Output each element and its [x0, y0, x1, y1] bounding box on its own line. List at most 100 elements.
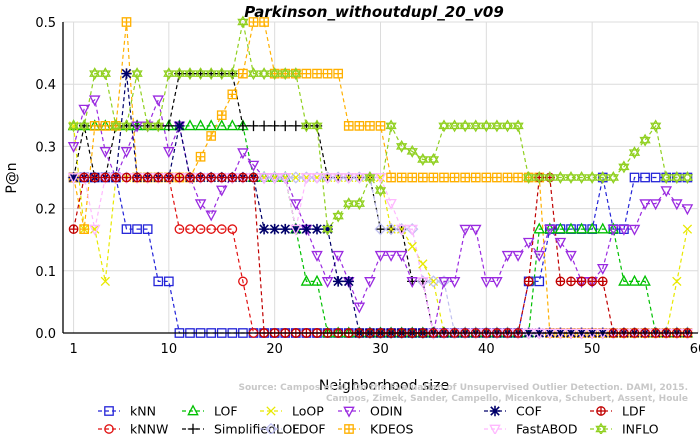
data-point-marker	[153, 172, 164, 183]
y-tick-label: 0.0	[35, 327, 56, 342]
data-point-marker	[216, 70, 228, 81]
data-point-marker	[79, 172, 90, 183]
data-point-marker	[322, 223, 333, 235]
data-point-marker	[194, 67, 207, 77]
data-point-marker	[448, 122, 461, 133]
data-point-marker	[417, 277, 429, 288]
legend-label: LDF	[622, 404, 646, 419]
y-tick-label: 0.4	[35, 78, 56, 93]
data-point-marker	[534, 276, 545, 287]
data-point-marker	[533, 328, 546, 340]
data-point-marker	[628, 149, 641, 160]
data-point-marker	[681, 204, 694, 216]
data-point-marker	[375, 121, 386, 131]
data-point-marker	[554, 174, 567, 184]
y-tick-label: 0.1	[35, 265, 56, 280]
data-point-marker	[566, 276, 576, 287]
data-point-marker	[195, 172, 206, 183]
data-point-marker	[226, 67, 238, 77]
legend-label: INFLO	[622, 422, 659, 434]
data-point-marker	[342, 173, 355, 185]
data-point-marker	[332, 173, 344, 185]
data-point-marker	[597, 174, 609, 184]
data-point-marker	[163, 120, 175, 132]
data-point-marker	[88, 95, 101, 107]
data-point-marker	[375, 223, 386, 235]
data-point-marker	[216, 224, 227, 234]
data-point-marker	[501, 122, 514, 133]
y-axis-label: P@n	[4, 162, 20, 193]
data-point-marker	[67, 142, 80, 153]
data-point-marker	[237, 18, 249, 29]
legend-item-fastabod: FastABOD	[484, 422, 578, 434]
data-point-marker	[618, 224, 630, 236]
data-point-marker	[237, 15, 249, 26]
data-point-marker	[237, 148, 249, 160]
data-point-marker	[374, 173, 387, 185]
data-point-marker	[650, 122, 662, 133]
data-point-marker	[121, 172, 132, 183]
series-line-lof	[73, 125, 688, 334]
data-point-marker	[68, 224, 79, 234]
legend-item-knnw: kNNW	[98, 422, 168, 434]
legend-label: kNN	[130, 404, 156, 419]
data-point-marker	[227, 172, 238, 183]
data-point-marker	[279, 173, 292, 185]
data-point-marker	[258, 120, 270, 132]
data-point-marker	[300, 122, 313, 133]
data-point-marker	[68, 172, 79, 183]
legend-marker-swatch	[344, 424, 354, 434]
data-point-marker	[289, 171, 302, 184]
legend-item-ldf: LDF	[590, 404, 646, 419]
data-point-marker	[206, 131, 217, 141]
data-point-marker	[343, 121, 354, 131]
data-point-marker	[554, 237, 567, 249]
data-point-marker	[185, 172, 195, 183]
data-point-marker	[417, 156, 429, 166]
data-point-marker	[406, 224, 419, 236]
data-point-marker	[279, 170, 292, 182]
data-point-marker	[290, 120, 302, 132]
data-point-marker	[110, 122, 122, 133]
data-point-marker	[111, 172, 121, 183]
data-point-marker	[205, 70, 217, 81]
legend-marker-swatch	[266, 406, 276, 416]
data-point-marker	[628, 146, 641, 156]
data-point-marker	[353, 197, 365, 207]
y-tick-label: 0.5	[35, 16, 56, 31]
data-point-marker	[640, 172, 650, 183]
data-point-marker	[544, 171, 556, 181]
data-point-marker	[396, 172, 407, 183]
data-point-marker	[459, 119, 471, 130]
data-point-marker	[596, 328, 609, 340]
data-point-marker	[100, 172, 111, 183]
data-point-marker	[522, 328, 535, 340]
data-point-marker	[215, 119, 228, 131]
data-point-marker	[427, 156, 440, 166]
legend-marker-swatch	[489, 405, 501, 417]
data-point-marker	[206, 224, 217, 234]
data-point-marker	[184, 67, 196, 77]
data-point-marker	[480, 119, 492, 130]
legend-item-ldof: LDOF	[260, 422, 326, 434]
data-point-marker	[268, 170, 281, 182]
data-point-marker	[227, 89, 238, 100]
data-point-marker	[152, 95, 165, 107]
data-point-marker	[587, 276, 598, 287]
data-point-marker	[142, 172, 153, 183]
data-point-marker	[396, 143, 408, 153]
data-point-marker	[290, 70, 302, 81]
series-line-loop	[73, 125, 688, 334]
data-point-marker	[576, 276, 587, 287]
data-point-marker	[384, 223, 398, 236]
data-point-marker	[586, 328, 598, 340]
data-point-marker	[459, 224, 471, 236]
data-point-marker	[639, 274, 651, 286]
data-point-marker	[185, 224, 195, 234]
data-point-marker	[639, 136, 651, 147]
data-point-marker	[269, 120, 280, 132]
data-point-marker	[248, 17, 259, 27]
data-point-marker	[280, 120, 291, 132]
data-point-marker	[227, 224, 238, 234]
data-point-marker	[618, 160, 630, 171]
